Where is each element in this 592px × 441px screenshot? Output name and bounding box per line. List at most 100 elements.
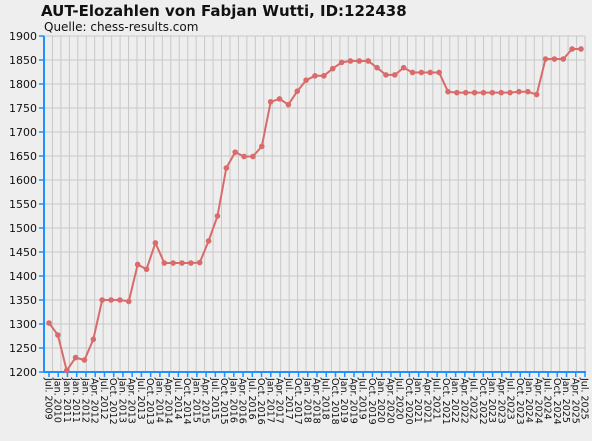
x-tick-label: Jul. 2012 <box>98 377 109 420</box>
data-point <box>525 88 531 95</box>
x-tick-label: Jul. 2025 <box>579 377 590 420</box>
x-tick-label: Apr. 2020 <box>384 378 395 424</box>
x-tick-label: Jul. 2023 <box>505 377 516 420</box>
y-tick-label: 1350 <box>9 294 37 307</box>
x-tick-label: Apr. 2025 <box>569 378 580 424</box>
data-point <box>462 89 469 96</box>
x-tick-label: Jan. 2015 <box>190 377 201 423</box>
x-tick-label: Jul. 2018 <box>320 377 331 420</box>
x-tick-label: Jul. 2015 <box>209 377 220 420</box>
data-point <box>276 96 283 102</box>
x-tick-label: Oct. 2014 <box>181 378 192 425</box>
data-point <box>285 101 292 108</box>
data-point <box>170 260 176 266</box>
data-point <box>72 354 79 361</box>
x-tick-label: Jan. 2022 <box>449 377 460 423</box>
data-point <box>338 59 345 66</box>
x-tick-label: Jan. 2013 <box>116 377 127 423</box>
data-point <box>507 89 513 96</box>
x-tick-label: Oct. 2020 <box>403 378 414 425</box>
data-point <box>383 72 389 78</box>
data-point <box>117 297 123 303</box>
x-tick-label: Jul. 2017 <box>283 377 294 420</box>
x-tick-label: Apr. 2017 <box>274 378 285 424</box>
data-point <box>63 367 70 374</box>
x-tick-label: Jan. 2025 <box>560 377 571 423</box>
y-tick-label: 1800 <box>9 78 37 91</box>
x-tick-label: Oct. 2012 <box>107 378 118 425</box>
y-tick-label: 1300 <box>9 318 37 331</box>
x-tick-label: Apr. 2023 <box>495 378 506 424</box>
data-point <box>55 332 61 338</box>
data-point <box>347 58 354 64</box>
data-point <box>365 58 372 64</box>
x-tick-label: Jan. 2011 <box>61 377 72 423</box>
x-tick-label: Oct. 2018 <box>329 378 340 425</box>
chart-title: AUT-Elozahlen von Fabjan Wutti, ID:12243… <box>41 2 407 20</box>
data-point <box>99 297 105 303</box>
data-point <box>533 91 540 98</box>
x-tick-label: Oct. 2021 <box>440 378 451 425</box>
chart-source: Quelle: chess-results.com <box>44 20 199 34</box>
data-point <box>241 153 247 160</box>
data-point <box>143 266 150 273</box>
data-point <box>551 56 558 62</box>
x-tick-label: Jan. 2012 <box>79 377 90 423</box>
y-tick-label: 1750 <box>9 102 37 115</box>
x-tick-label: Apr. 2022 <box>458 378 469 424</box>
x-tick-label: Apr. 2014 <box>163 378 174 424</box>
data-point <box>188 260 194 266</box>
x-tick-label: Jul. 2024 <box>542 377 553 420</box>
data-point <box>294 88 301 94</box>
data-point <box>374 64 380 71</box>
data-point <box>250 153 256 160</box>
x-tick-label: Apr. 2019 <box>347 378 358 424</box>
data-point <box>223 165 230 171</box>
data-point <box>445 88 451 95</box>
data-point <box>392 72 398 78</box>
y-tick-label: 1850 <box>9 54 37 67</box>
data-point <box>81 357 88 363</box>
data-point <box>471 89 478 96</box>
x-tick-label: Jan. 2024 <box>523 377 534 423</box>
y-tick-label: 1550 <box>9 198 37 211</box>
data-point <box>489 89 496 96</box>
data-point <box>126 298 132 305</box>
data-point <box>303 77 309 83</box>
data-point <box>108 297 114 303</box>
data-point <box>152 240 159 246</box>
data-point <box>205 238 212 244</box>
data-point <box>436 69 442 76</box>
x-tick-label: Jan. 2018 <box>301 377 312 423</box>
data-point <box>267 98 274 105</box>
x-tick-label: Oct. 2022 <box>477 378 488 425</box>
x-tick-label: Oct. 2013 <box>144 378 155 425</box>
x-tick-label: Oct. 2015 <box>218 378 229 425</box>
x-tick-label: Apr. 2012 <box>89 378 100 424</box>
y-tick-label: 1650 <box>9 150 37 163</box>
x-tick-label: Apr. 2018 <box>311 378 322 424</box>
data-point <box>90 336 97 343</box>
data-point <box>232 149 238 155</box>
data-point <box>321 73 327 79</box>
x-tick-label: Oct. 2023 <box>514 378 525 425</box>
data-point <box>214 213 221 219</box>
x-tick-label: Jul. 2014 <box>172 377 183 420</box>
y-tick-label: 1900 <box>9 30 37 43</box>
data-point <box>259 143 265 150</box>
x-tick-label: Jul. 2016 <box>246 377 257 420</box>
x-tick-label: Jul. 2020 <box>394 377 405 420</box>
x-tick-label: Apr. 2024 <box>532 378 543 424</box>
x-tick-label: Jul. 2021 <box>431 377 442 420</box>
x-tick-label: Jan. 2011 <box>70 377 81 423</box>
data-point <box>312 73 318 79</box>
data-point <box>418 69 425 76</box>
data-point <box>516 88 522 95</box>
x-tick-label: Jan. 2023 <box>486 377 497 423</box>
x-tick-label: Apr. 2013 <box>126 378 137 424</box>
x-tick-label: Jul. 2022 <box>468 377 479 420</box>
y-tick-label: 1250 <box>9 342 37 355</box>
data-point <box>427 69 434 76</box>
